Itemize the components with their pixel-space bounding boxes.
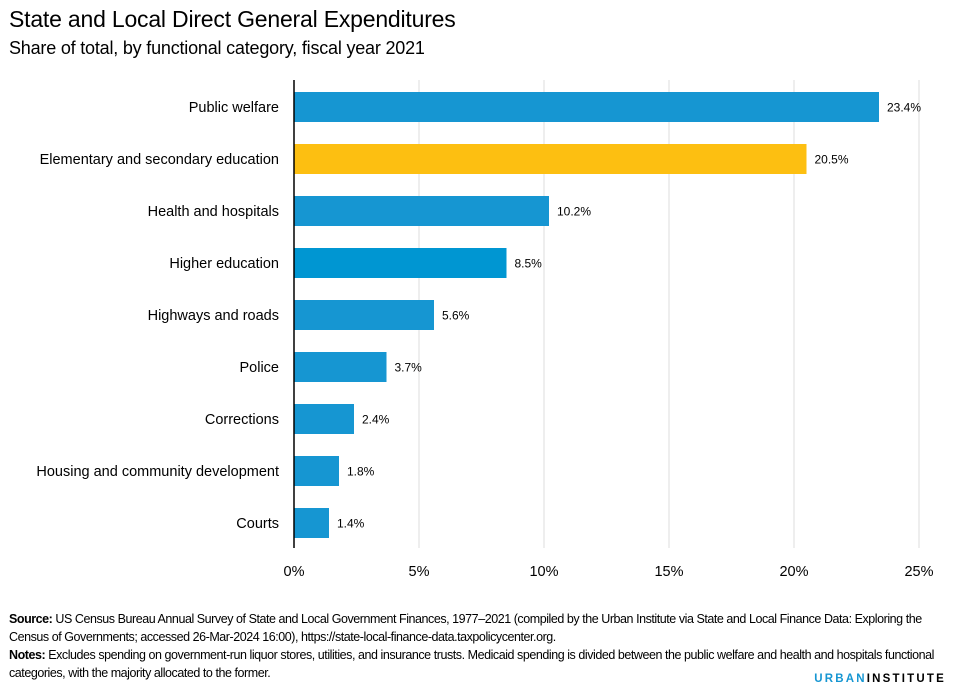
- x-tick-label: 10%: [529, 564, 558, 580]
- bar: [294, 456, 339, 486]
- category-label: Public welfare: [189, 100, 279, 116]
- category-label: Corrections: [205, 412, 279, 428]
- bar-chart: Public welfare Elementary and secondary e…: [36, 80, 934, 580]
- urban-institute-logo: URBANINSTITUTE: [814, 673, 946, 685]
- value-label: 23.4%: [887, 101, 921, 115]
- category-label: Higher education: [169, 256, 279, 272]
- category-label: Highways and roads: [148, 308, 279, 324]
- bar: [294, 352, 387, 382]
- notes-text: Excludes spending on government-run liqu…: [9, 648, 934, 680]
- notes-label: Notes:: [9, 648, 46, 662]
- chart-title: State and Local Direct General Expenditu…: [9, 6, 456, 32]
- bar: [294, 196, 549, 226]
- bar: [294, 144, 807, 174]
- category-label: Courts: [236, 516, 279, 532]
- bar: [294, 300, 434, 330]
- source-text: US Census Bureau Annual Survey of State …: [9, 612, 922, 644]
- logo-institute: INSTITUTE: [866, 673, 946, 685]
- x-tick-label: 20%: [779, 564, 808, 580]
- value-label: 8.5%: [515, 257, 543, 271]
- bar: [294, 248, 507, 278]
- category-label: Health and hospitals: [148, 204, 279, 220]
- logo-urban: URBAN: [814, 673, 867, 685]
- value-label: 1.8%: [347, 465, 375, 479]
- value-label: 1.4%: [337, 517, 365, 531]
- value-label: 3.7%: [395, 361, 423, 375]
- value-label: 20.5%: [815, 153, 849, 167]
- category-label: Housing and community development: [36, 464, 279, 480]
- x-tick-label: 15%: [654, 564, 683, 580]
- bar: [294, 92, 879, 122]
- bar: [294, 508, 329, 538]
- category-labels: Public welfare Elementary and secondary e…: [36, 100, 279, 532]
- value-label: 10.2%: [557, 205, 591, 219]
- x-tick-label: 5%: [409, 564, 430, 580]
- chart-subtitle: Share of total, by functional category, …: [9, 38, 425, 58]
- x-tick-label: 25%: [904, 564, 933, 580]
- category-label: Police: [240, 360, 280, 376]
- category-label: Elementary and secondary education: [40, 152, 279, 168]
- notes-note: Notes: Excludes spending on government-r…: [9, 646, 939, 682]
- x-axis-ticks: 0% 5% 10% 15% 20% 25%: [284, 564, 934, 580]
- value-labels: 23.4% 20.5% 10.2% 8.5% 5.6% 3.7% 2.4% 1.8% 1.4%: [337, 101, 921, 531]
- value-label: 5.6%: [442, 309, 470, 323]
- x-tick-label: 0%: [284, 564, 305, 580]
- source-note: Source: US Census Bureau Annual Survey o…: [9, 610, 939, 646]
- value-label: 2.4%: [362, 413, 390, 427]
- bar: [294, 404, 354, 434]
- bars: [294, 92, 879, 538]
- footer-notes: Source: US Census Bureau Annual Survey o…: [9, 610, 939, 682]
- source-label: Source:: [9, 612, 53, 626]
